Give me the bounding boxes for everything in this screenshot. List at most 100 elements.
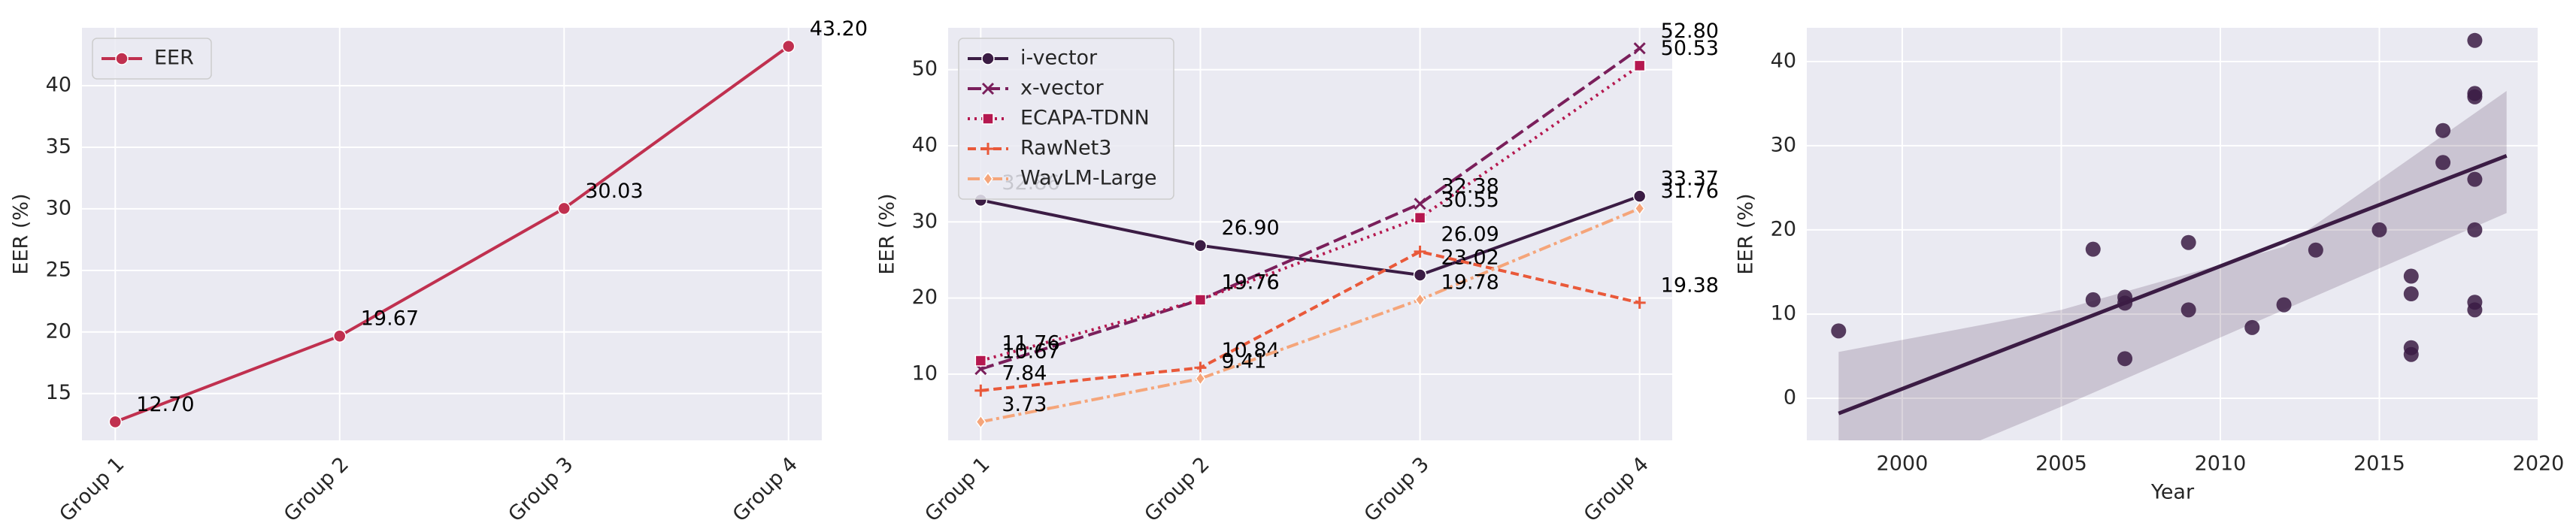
y-tick-label: 10 — [1771, 301, 1796, 325]
data-point — [1194, 294, 1207, 306]
data-point — [2085, 241, 2101, 257]
value-label: 30.03 — [585, 180, 643, 203]
legend-label: RawNet3 — [1020, 137, 1111, 160]
value-label: 19.78 — [1441, 271, 1499, 294]
legend-label: i-vector — [1020, 47, 1098, 70]
series-line — [980, 249, 1641, 392]
x-tick-label: Group 4 — [1580, 452, 1653, 523]
x-tick-label: 2015 — [2353, 452, 2405, 476]
data-point — [974, 355, 987, 367]
subplot: 15 20 25 30 35 40 EER (%) Group 1 Group 2 Group 3… — [10, 17, 868, 523]
data-point — [2181, 302, 2196, 318]
data-point — [2467, 171, 2483, 187]
data-point — [1414, 211, 1426, 224]
x-tick-label: 2005 — [2035, 452, 2087, 476]
value-label: 10.67 — [1002, 340, 1059, 364]
value-label: 30.55 — [1441, 189, 1499, 212]
value-label: 19.38 — [1661, 274, 1719, 297]
y-tick-label: 40 — [912, 134, 938, 157]
data-point — [108, 415, 123, 429]
data-point — [1632, 189, 1647, 203]
value-label: 43.20 — [810, 17, 868, 41]
data-point — [1633, 296, 1646, 309]
data-point — [1193, 239, 1208, 252]
series-line — [980, 195, 1641, 277]
data-point — [2467, 222, 2483, 237]
data-point — [1633, 42, 1646, 55]
value-label: 19.76 — [1221, 271, 1279, 295]
x-tick-label: 2020 — [2513, 452, 2565, 476]
series-line — [980, 64, 1641, 362]
y-tick-label: 30 — [912, 210, 938, 233]
data-point — [2085, 292, 2101, 307]
y-axis-label: EER (%) — [10, 193, 33, 274]
legend-box — [92, 38, 212, 80]
data-point — [2403, 268, 2419, 284]
x-tick-label: 2000 — [1877, 452, 1929, 476]
series-line — [114, 44, 789, 424]
data-point — [2435, 155, 2451, 171]
value-label: 19.76 — [1221, 271, 1279, 295]
data-point — [1634, 201, 1645, 216]
data-point — [975, 415, 986, 429]
value-label: 31.76 — [1661, 180, 1719, 203]
value-label: 26.09 — [1441, 222, 1499, 246]
legend-marker — [981, 82, 995, 95]
y-axis-label: EER (%) — [876, 193, 899, 274]
legend-label: EER — [154, 47, 194, 70]
x-tick-label: Group 4 — [729, 452, 802, 523]
y-tick-label: 25 — [46, 258, 71, 281]
x-tick-label: Group 2 — [1140, 452, 1214, 523]
legend-marker — [982, 143, 994, 155]
value-label: 19.67 — [361, 307, 419, 331]
data-point — [1633, 59, 1646, 72]
data-point — [1413, 268, 1427, 282]
data-point — [1414, 198, 1426, 210]
x-tick-label: Group 1 — [920, 452, 994, 523]
data-point — [1195, 371, 1206, 386]
data-point — [2371, 222, 2387, 237]
legend-label: ECAPA-TDNN — [1020, 107, 1150, 130]
data-point — [2181, 234, 2196, 250]
y-tick-label: 30 — [1771, 133, 1796, 156]
data-point — [2403, 346, 2419, 362]
x-tick-label: Group 3 — [504, 452, 577, 523]
series-line — [980, 47, 1641, 370]
y-tick-label: 35 — [46, 135, 71, 158]
subplot: 0 10 20 30 40 EER (%) 2000 2005 2010 2015 2020 Year — [1735, 28, 2565, 504]
x-tick-label: 2010 — [2195, 452, 2247, 476]
y-axis-label: EER (%) — [1735, 193, 1758, 274]
data-point — [1414, 245, 1426, 258]
data-point — [2244, 319, 2260, 335]
data-point — [2308, 242, 2323, 258]
data-point — [2403, 286, 2419, 302]
data-point — [2117, 351, 2133, 367]
x-tick-label: Group 1 — [55, 452, 129, 523]
legend-label: x-vector — [1020, 77, 1105, 100]
y-tick-label: 40 — [46, 74, 71, 97]
data-point — [974, 384, 987, 397]
plot-area — [82, 28, 822, 440]
value-label: 26.90 — [1221, 216, 1279, 240]
legend-label: WavLM-Large — [1020, 167, 1157, 190]
value-label: 12.70 — [136, 393, 194, 416]
data-point — [333, 329, 347, 343]
data-point — [557, 201, 571, 216]
value-label: 33.37 — [1661, 168, 1719, 191]
legend-marker — [983, 171, 993, 186]
y-tick-label: 20 — [46, 319, 71, 343]
value-label: 11.76 — [1002, 332, 1059, 355]
data-point — [781, 39, 796, 53]
data-point — [2435, 122, 2451, 138]
y-tick-label: 15 — [46, 381, 71, 404]
subplot: 10 20 30 40 50 EER (%) Group 1 Group 2 Group 3 Gr… — [876, 20, 1719, 523]
y-tick-label: 50 — [912, 57, 938, 80]
regression-line — [1838, 153, 2508, 416]
value-label: 7.84 — [1002, 361, 1047, 385]
value-label: 50.53 — [1661, 37, 1719, 60]
legend-marker — [982, 113, 994, 125]
value-label: 3.73 — [1002, 393, 1047, 416]
x-tick-label: Group 3 — [1360, 452, 1434, 523]
plot-area — [1807, 28, 2538, 440]
